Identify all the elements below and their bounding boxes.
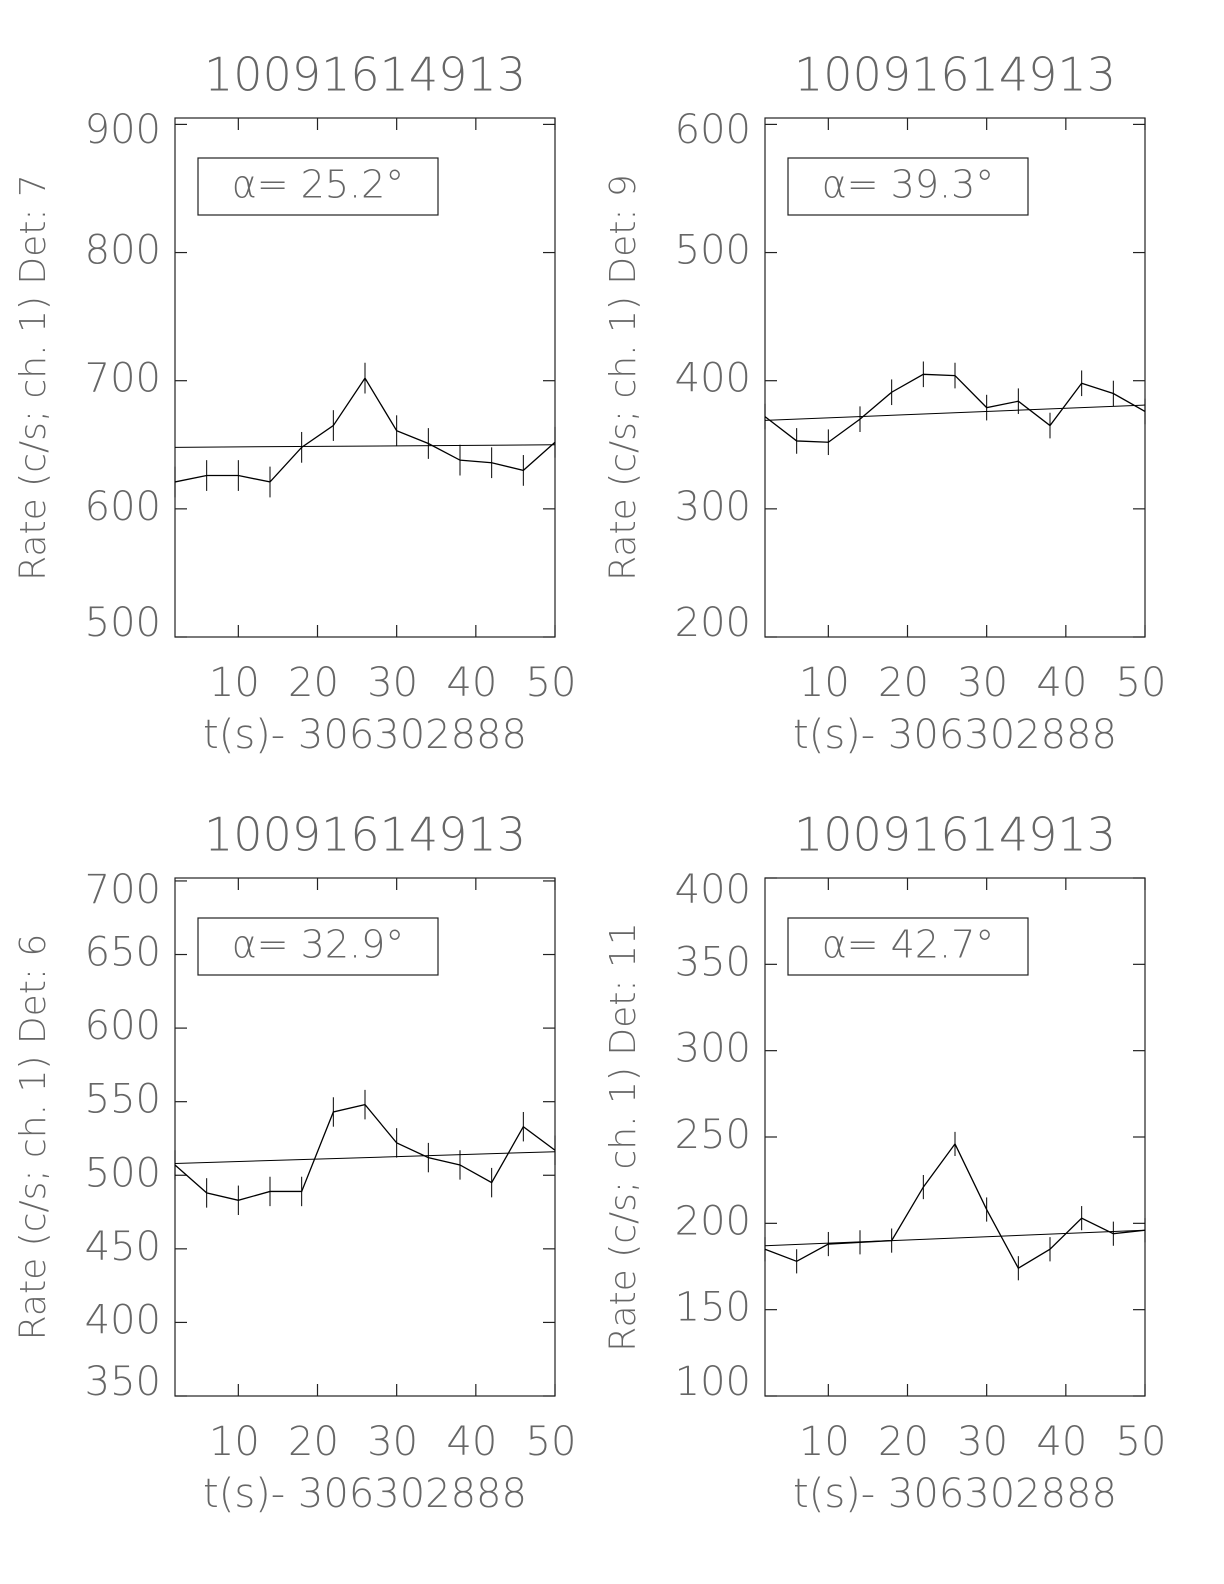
y-tick-label: 550: [85, 1077, 161, 1123]
fit-line: [174, 1151, 556, 1164]
y-tick-label: 350: [85, 1359, 161, 1405]
x-axis-label: t(s)- 306302888: [203, 1471, 527, 1517]
x-tick-label: 50: [1116, 1419, 1167, 1465]
y-tick-label: 400: [675, 356, 751, 402]
x-tick-label: 40: [1036, 1419, 1087, 1465]
plot-frame: [174, 117, 556, 638]
plot-frame: [764, 117, 1146, 638]
y-tick-label: 200: [675, 600, 751, 646]
y-tick-label: 600: [675, 107, 751, 153]
x-tick-label: 50: [526, 660, 577, 706]
x-tick-label: 50: [526, 1419, 577, 1465]
chart-title: 10091614913: [204, 808, 526, 862]
panel: 10091614913 10 20 30 40 50 500 600 700 800 900 t(s)…: [13, 48, 576, 759]
panel: 10091614913 10 20 30 40 50 100 150 200 250 300 350 4…: [603, 808, 1166, 1518]
x-tick-label: 40: [446, 1419, 497, 1465]
y-tick-label: 650: [85, 930, 161, 976]
x-tick-label: 30: [957, 1419, 1008, 1465]
y-tick-label: 450: [85, 1224, 161, 1270]
y-tick-label: 250: [675, 1112, 751, 1158]
annotation: α= 32.9°: [232, 923, 405, 967]
x-tick-label: 20: [878, 1419, 929, 1465]
annotation-box: [197, 157, 439, 216]
x-tick-label: 30: [957, 660, 1008, 706]
y-axis-label: Rate (c/s; ch. 1) Det: 6: [13, 934, 54, 1341]
annotation-box: [197, 917, 439, 976]
y-axis-label: Rate (c/s; ch. 1) Det: 7: [13, 174, 54, 581]
x-tick-label: 30: [367, 660, 418, 706]
x-tick-label: 50: [1116, 660, 1167, 706]
y-tick-label: 900: [85, 107, 161, 153]
x-tick-label: 20: [288, 660, 339, 706]
x-tick-label: 10: [799, 1419, 850, 1465]
annotation-box: [787, 917, 1029, 976]
annotation: α= 25.2°: [232, 163, 405, 207]
chart-title: 10091614913: [794, 48, 1116, 102]
y-tick-label: 300: [675, 1026, 751, 1072]
y-tick-label: 500: [675, 228, 751, 274]
panel: 10091614913 10 20 30 40 50 200 300 400 500 600 t(s)…: [603, 48, 1166, 759]
x-axis-label: t(s)- 306302888: [793, 712, 1117, 758]
y-tick-label: 600: [85, 484, 161, 530]
x-tick-label: 10: [209, 660, 260, 706]
y-tick-label: 800: [85, 228, 161, 274]
annotation: α= 39.3°: [822, 163, 995, 207]
y-tick-label: 600: [85, 1003, 161, 1049]
fit-line: [764, 404, 1146, 421]
chart-title: 10091614913: [204, 48, 526, 102]
y-tick-label: 700: [85, 867, 161, 913]
y-tick-label: 300: [675, 484, 751, 530]
y-axis-label: Rate (c/s; ch. 1) Det: 11: [603, 922, 644, 1352]
y-tick-label: 150: [675, 1285, 751, 1331]
x-tick-label: 10: [209, 1419, 260, 1465]
fit-line: [764, 1229, 1146, 1247]
x-tick-label: 20: [288, 1419, 339, 1465]
y-tick-label: 200: [675, 1198, 751, 1244]
data-line: [764, 1142, 1146, 1270]
y-tick-label: 100: [675, 1359, 751, 1405]
x-tick-label: 40: [1036, 660, 1087, 706]
y-axis-label: Rate (c/s; ch. 1) Det: 9: [603, 174, 644, 581]
y-tick-label: 400: [675, 867, 751, 913]
x-tick-label: 10: [799, 660, 850, 706]
chart-title: 10091614913: [794, 808, 1116, 862]
x-tick-label: 30: [367, 1419, 418, 1465]
y-tick-label: 500: [85, 600, 161, 646]
y-tick-label: 500: [85, 1150, 161, 1196]
x-axis-label: t(s)- 306302888: [203, 712, 527, 758]
annotation: α= 42.7°: [822, 923, 995, 967]
y-tick-label: 700: [85, 356, 161, 402]
x-tick-label: 20: [878, 660, 929, 706]
y-tick-label: 400: [85, 1297, 161, 1343]
fit-line: [174, 444, 556, 448]
data-line: [174, 376, 556, 483]
x-tick-label: 40: [446, 660, 497, 706]
y-tick-label: 350: [675, 939, 751, 985]
annotation-box: [787, 157, 1029, 216]
x-axis-label: t(s)- 306302888: [793, 1471, 1117, 1517]
panel: 10091614913 10 20 30 40 50 350 400 450 500 550 600 6…: [13, 808, 576, 1518]
